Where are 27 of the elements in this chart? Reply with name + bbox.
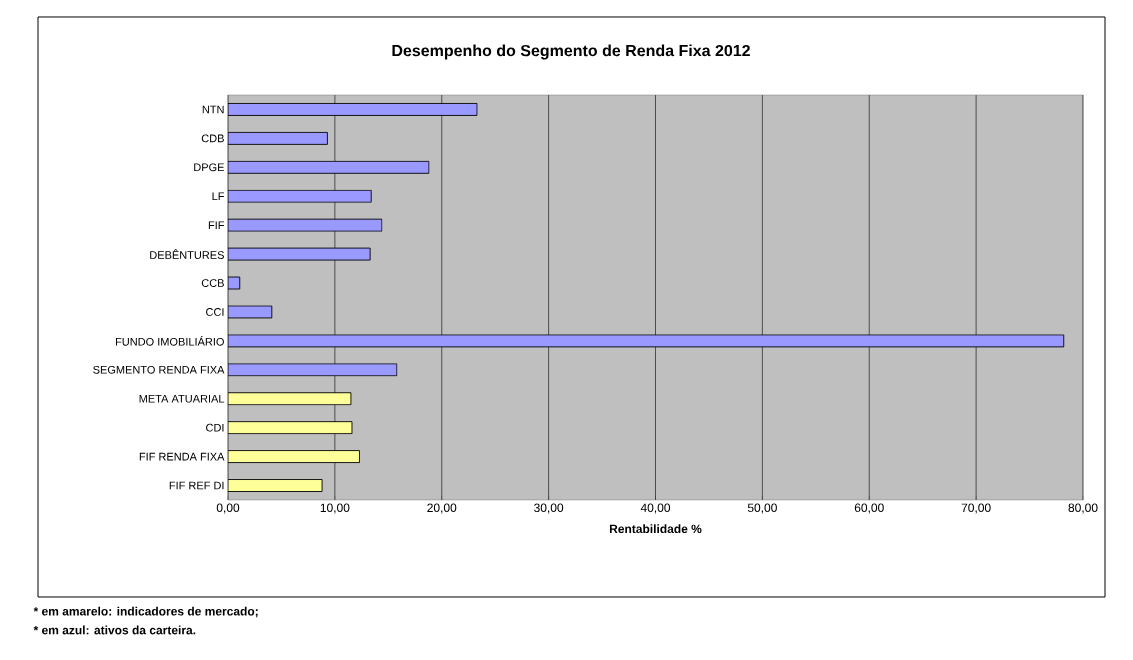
x-tick-label: 70,00 bbox=[961, 503, 991, 514]
y-tick-label: DPGE bbox=[194, 163, 224, 172]
y-tick-label: DEBÊNTURES bbox=[150, 249, 224, 259]
x-tick-label: 80,00 bbox=[1068, 503, 1098, 514]
text: * em amarelo: indicadores de mercado; bbox=[33, 606, 258, 618]
x-tick-label: 0,00 bbox=[216, 503, 240, 514]
y-tick-label: CDB bbox=[201, 134, 224, 143]
x-tick-label: 50,00 bbox=[747, 503, 777, 514]
y-tick-label: FIF bbox=[208, 221, 225, 229]
y-tick-label: CCB bbox=[201, 279, 224, 287]
x-tick-label: 20,00 bbox=[427, 503, 457, 514]
y-tick-label: FIF REF DI bbox=[169, 481, 224, 490]
x-tick-label: 10,00 bbox=[320, 503, 350, 514]
y-tick-label: NTN bbox=[202, 105, 224, 114]
x-tick-label: 40,00 bbox=[640, 503, 671, 514]
y-tick-label: FUNDO IMOBILIÁRIO bbox=[115, 336, 224, 346]
y-tick-label: SEGMENTO RENDA FIXA bbox=[93, 365, 225, 374]
x-tick-label: 30,00 bbox=[534, 503, 564, 514]
y-tick-label: FIF RENDA FIXA bbox=[139, 452, 225, 461]
x-axis-title: Rentabilidade % bbox=[609, 524, 702, 534]
x-tick-label: 60,00 bbox=[854, 503, 884, 514]
y-tick-label: META ATUARIAL bbox=[139, 394, 225, 403]
text: * em azul: ativos da carteira. bbox=[33, 625, 196, 635]
y-tick-label: CDI bbox=[206, 423, 224, 432]
y-tick-label: CCI bbox=[206, 308, 224, 316]
chart-title: Desempenho do Segmento de Renda Fixa 2012 bbox=[392, 44, 750, 60]
y-tick-label: LF bbox=[212, 192, 225, 201]
